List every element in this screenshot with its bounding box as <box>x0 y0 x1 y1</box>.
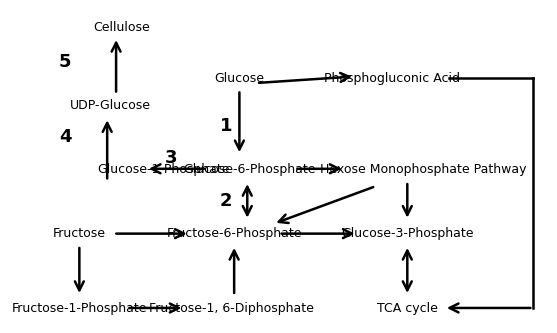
Text: 1: 1 <box>220 117 232 135</box>
Text: Cellulose: Cellulose <box>93 21 150 34</box>
Text: Glucose-3-Phosphate: Glucose-3-Phosphate <box>341 227 473 240</box>
Text: Phosphogluconic Acid: Phosphogluconic Acid <box>324 72 460 85</box>
Text: Fructose: Fructose <box>53 227 106 240</box>
Text: 5: 5 <box>59 53 71 71</box>
Text: Fructose-6-Phosphate: Fructose-6-Phosphate <box>167 227 302 240</box>
Text: TCA cycle: TCA cycle <box>377 302 438 315</box>
Text: 3: 3 <box>165 149 178 167</box>
Text: Fructose-1-Phosphate: Fructose-1-Phosphate <box>12 302 147 315</box>
Text: UDP-Glucose: UDP-Glucose <box>70 100 152 113</box>
Text: Fructose-1, 6-Diphosphate: Fructose-1, 6-Diphosphate <box>149 302 314 315</box>
Text: Glucose: Glucose <box>214 72 265 85</box>
Text: Glucose-1-Phosphate: Glucose-1-Phosphate <box>97 163 230 176</box>
Text: 2: 2 <box>220 192 232 210</box>
Text: Glucose-6-Phosphate: Glucose-6-Phosphate <box>184 163 316 176</box>
Text: Hexose Monophosphate Pathway: Hexose Monophosphate Pathway <box>320 163 526 176</box>
Text: 4: 4 <box>59 128 71 146</box>
